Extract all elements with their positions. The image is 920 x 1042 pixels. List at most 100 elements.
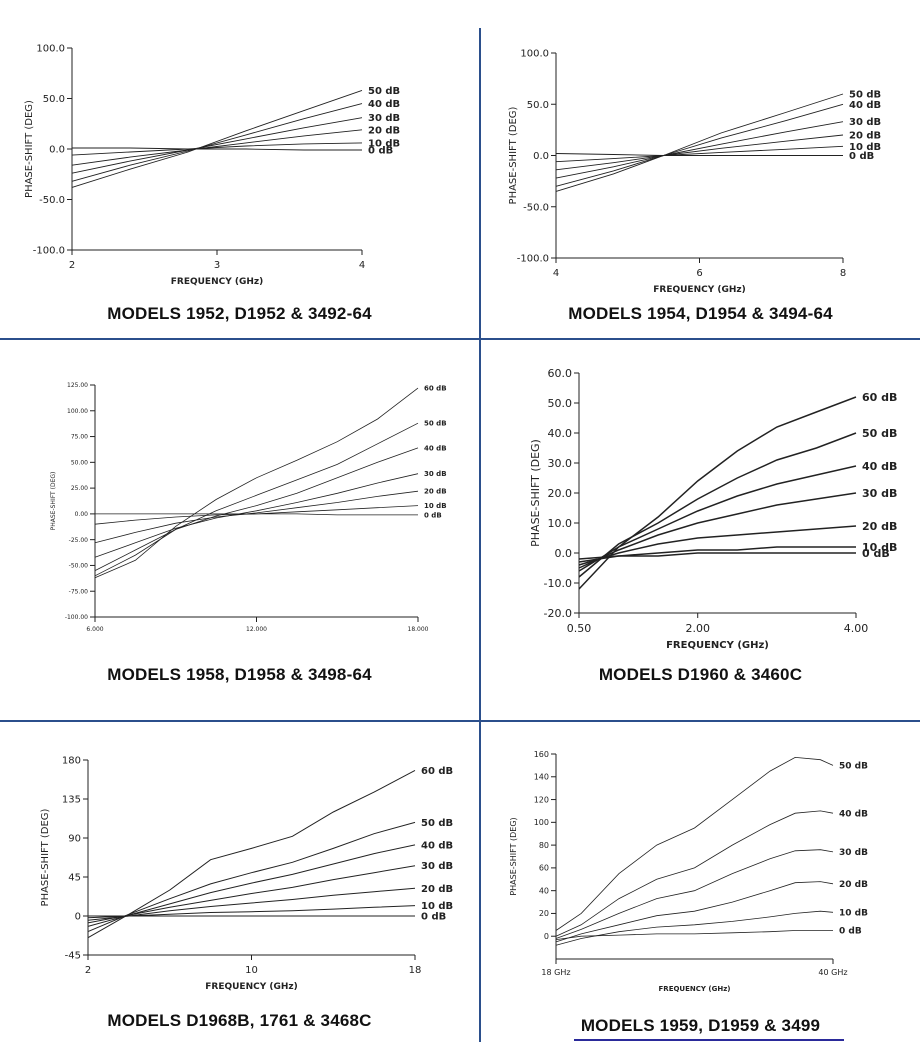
caption-underline: [574, 1039, 844, 1041]
series-line: [555, 153, 843, 156]
series-label: 10 dB: [839, 908, 868, 918]
series-label: 0 dB: [849, 151, 874, 162]
y-tick-label: -50.0: [523, 202, 549, 213]
series-line: [555, 910, 834, 946]
series-label: 20 dB: [424, 488, 447, 496]
vertical-divider: [479, 28, 481, 1042]
series-line: [71, 103, 363, 182]
y-tick-label: 10.0: [548, 517, 573, 530]
series-line: [578, 396, 857, 590]
series-label: 50 dB: [862, 427, 897, 440]
series-label: 60 dB: [421, 766, 453, 777]
chart-panel-5: -45 0 45 90 135 180 2 10 18 FREQUENCY (GHz) PHASE-…: [0, 722, 479, 1042]
series-line: [71, 129, 363, 166]
x-tick-label: 4.00: [844, 622, 869, 635]
series-line: [555, 121, 844, 179]
phase-shift-chart-d1968b: -45 0 45 90 135 180 2 10 18 FREQUENCY (GHz) PHASE-…: [40, 756, 453, 993]
y-tick-label: 120: [534, 795, 549, 804]
y-tick-label: -45: [65, 951, 81, 962]
series-label: 0 dB: [421, 912, 446, 923]
y-tick-label: 0: [544, 932, 549, 941]
series-label: 50 dB: [839, 762, 868, 772]
y-tick-label: 50.0: [548, 397, 573, 410]
series-label: 10 dB: [421, 901, 453, 912]
series-line: [87, 865, 416, 924]
series-label: 50 dB: [849, 90, 881, 101]
x-tick-label: 3: [214, 260, 220, 271]
y-tick-label: 40.0: [548, 427, 573, 440]
phase-shift-chart-d1960: -20.0 -10.0 0.0 10.0 20.0 30.0 40.0 50.0 60.0 0.5…: [529, 367, 897, 651]
y-axis-label: PHASE-SHIFT (DEG): [40, 808, 51, 906]
y-tick-label: 20: [539, 909, 549, 918]
chart-panel-6: 0 20 40 60 80 100 120 140 160 18 GHz 40 GHz FREQUEN…: [481, 722, 920, 1042]
series-line: [71, 89, 363, 188]
series-label: 20 dB: [862, 520, 897, 533]
series-line: [578, 432, 857, 578]
phase-shift-chart-1954: -100.0 -50.0 0.0 50.0 100.0 4 6 8 FREQUENCY (GHz…: [508, 49, 881, 296]
x-tick-label: 6.000: [86, 626, 103, 633]
x-axis-label: FREQUENCY (GHz): [666, 640, 769, 651]
series-label: 10 dB: [849, 142, 881, 153]
y-axis-label: PHASE-SHIFT (DEG): [50, 472, 57, 531]
y-tick-label: -10.0: [544, 577, 572, 590]
series-line: [555, 103, 844, 187]
y-tick-label: -20.0: [544, 607, 572, 620]
series-label: 20 dB: [421, 884, 453, 895]
series-label: 20 dB: [849, 131, 881, 142]
series-line: [71, 142, 363, 156]
series-label: 40 dB: [849, 100, 881, 111]
y-tick-label: 125.00: [67, 382, 88, 389]
horizontal-divider-1: [0, 338, 920, 340]
series-label: 20 dB: [368, 125, 400, 136]
y-tick-label: -50.0: [39, 195, 65, 206]
series-label: 60 dB: [424, 385, 447, 393]
series-line: [87, 769, 416, 939]
x-tick-label: 18.000: [408, 626, 429, 633]
series-line: [555, 881, 834, 943]
y-tick-label: 50.00: [71, 459, 88, 466]
series-label: 50 dB: [368, 86, 400, 97]
chart-panel-2: -100.0 -50.0 0.0 50.0 100.0 4 6 8 FREQUENCY (GHz…: [481, 28, 920, 338]
series-line: [87, 887, 416, 921]
x-tick-label: 6: [696, 268, 702, 279]
x-axis-label: FREQUENCY (GHz): [659, 985, 731, 993]
y-tick-label: 100.0: [520, 49, 549, 60]
y-tick-label: 0.00: [75, 511, 89, 518]
series-label: 30 dB: [368, 113, 400, 124]
y-tick-label: -25.00: [69, 537, 89, 544]
y-tick-label: 50.0: [43, 94, 65, 105]
chart-caption: MODELS 1958, D1958 & 3498-64: [107, 665, 372, 684]
series-label: 20 dB: [839, 880, 868, 890]
series-line: [94, 387, 419, 579]
y-tick-label: 135: [62, 795, 81, 806]
series-line: [87, 821, 416, 933]
y-tick-label: 140: [534, 773, 549, 782]
series-label: 0 dB: [424, 511, 442, 519]
series-label: 40 dB: [424, 444, 447, 452]
x-tick-label: 2.00: [685, 622, 710, 635]
chart-caption: MODELS 1959, D1959 & 3499: [580, 1016, 821, 1035]
series-line: [555, 145, 844, 163]
x-tick-label: 4: [553, 268, 559, 279]
series-line: [555, 93, 844, 192]
x-tick-label: 18 GHz: [541, 968, 570, 977]
chart-caption: MODELS 1952, D1952 & 3492-64: [107, 304, 372, 323]
series-line: [578, 525, 857, 566]
series-label: 30 dB: [839, 848, 868, 858]
series-label: 0 dB: [368, 146, 393, 157]
y-tick-label: 0.0: [555, 547, 573, 560]
y-tick-label: 25.00: [71, 485, 88, 492]
x-tick-label: 4: [359, 260, 365, 271]
y-tick-label: 100.0: [36, 44, 65, 55]
series-label: 10 dB: [424, 502, 447, 510]
x-tick-label: 12.000: [246, 626, 267, 633]
y-tick-label: -100.0: [33, 246, 65, 257]
phase-shift-chart-1959: 0 20 40 60 80 100 120 140 160 18 GHz 40 GHz FREQUEN…: [509, 750, 868, 993]
x-tick-label: 2: [69, 260, 75, 271]
y-tick-label: 20.0: [548, 487, 573, 500]
series-line: [555, 134, 844, 171]
x-tick-label: 18: [409, 965, 422, 976]
x-axis-label: FREQUENCY (GHz): [205, 982, 298, 992]
chart-caption: MODELS 1954, D1954 & 3494-64: [568, 304, 833, 323]
series-label: 50 dB: [421, 818, 453, 829]
